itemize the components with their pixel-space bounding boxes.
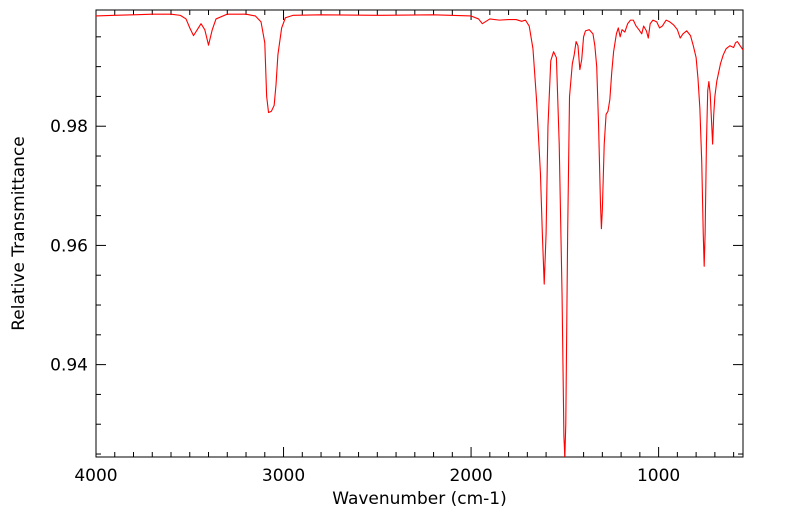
x-tick-label: 2000 (449, 466, 492, 486)
y-tick-label: 0.94 (50, 356, 88, 376)
x-tick-label: 1000 (637, 466, 680, 486)
x-axis-ticks: 4000 3000 2000 1000 (74, 10, 680, 486)
minor-ticks (96, 10, 743, 457)
plot-area (95, 9, 744, 458)
spectrum-line (96, 13, 743, 457)
y-axis-title: Relative Transmittance (9, 136, 29, 331)
x-tick-label: 3000 (262, 466, 305, 486)
y-axis-ticks: 0.98 0.96 0.94 (50, 117, 743, 376)
x-tick-label: 4000 (74, 466, 117, 486)
y-tick-label: 0.98 (50, 117, 88, 137)
y-tick-label: 0.96 (50, 236, 88, 256)
x-axis-title: Wavenumber (cm-1) (332, 489, 507, 509)
